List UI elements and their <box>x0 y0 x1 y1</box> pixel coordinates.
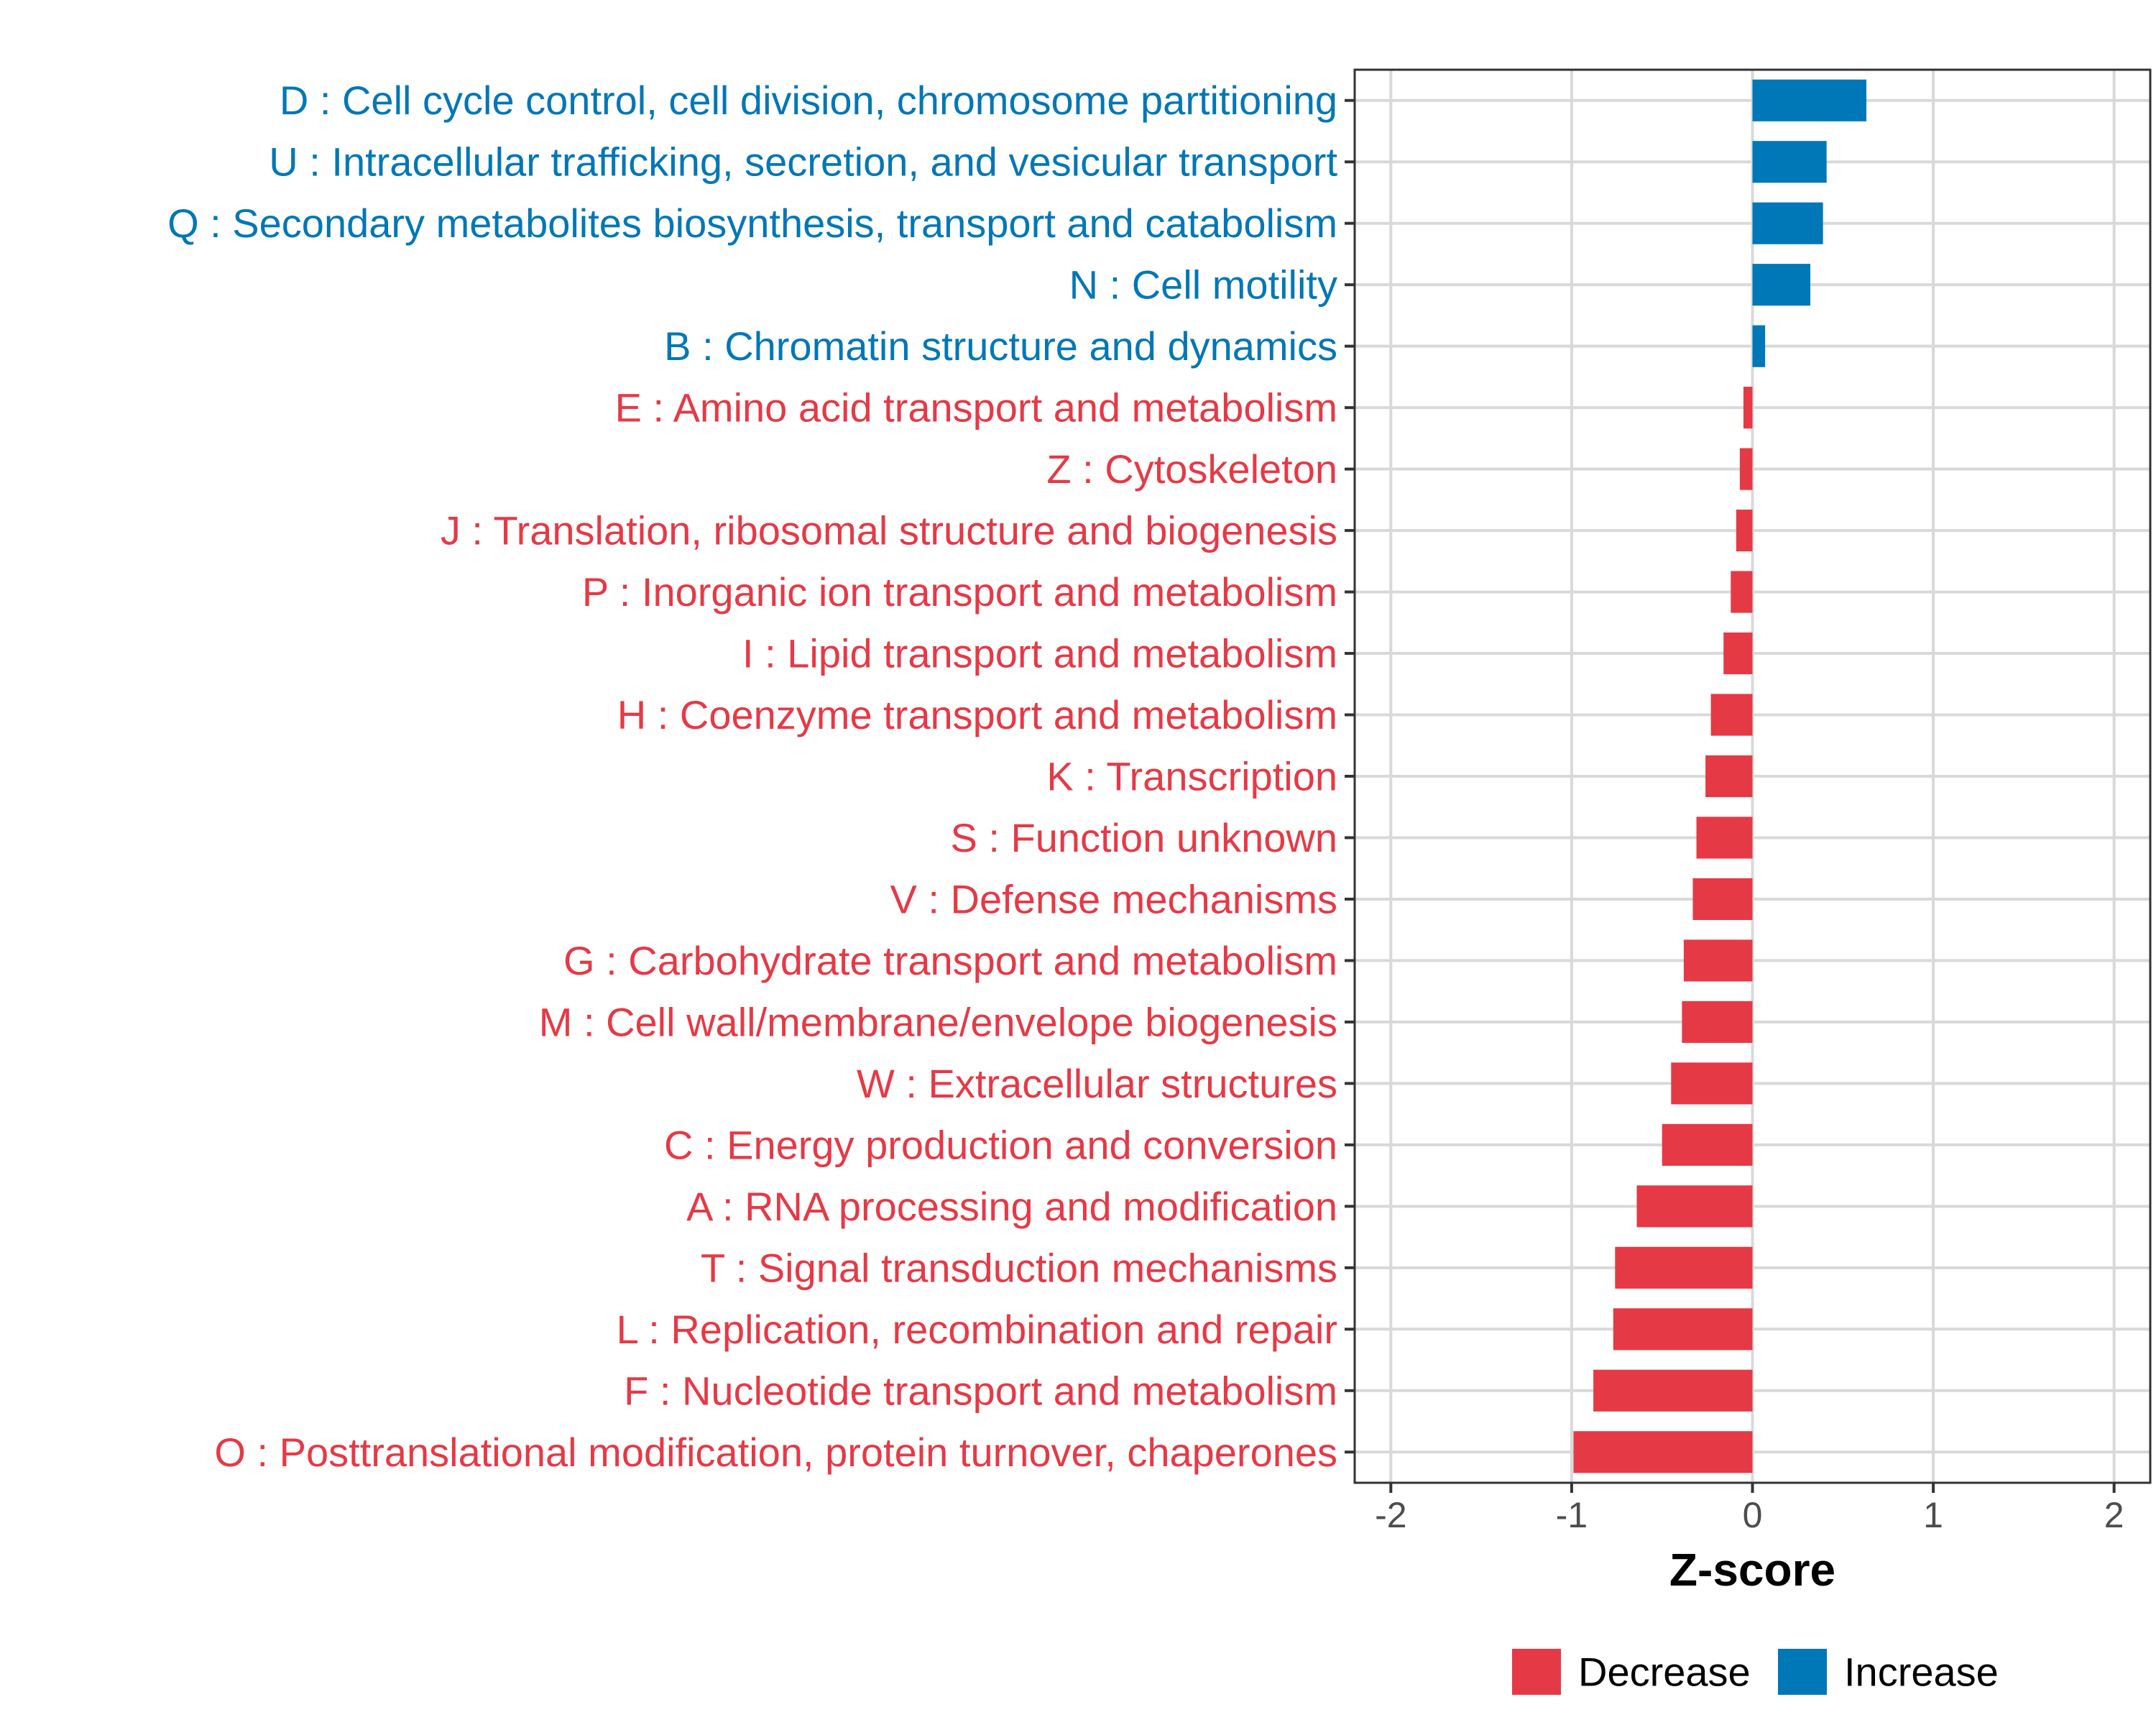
bar <box>1573 1431 1753 1473</box>
bar <box>1752 325 1766 367</box>
category-label: C : Energy production and conversion <box>664 1122 1337 1167</box>
bar <box>1731 571 1753 613</box>
bar <box>1615 1246 1753 1289</box>
category-label: G : Carbohydrate transport and metabolis… <box>563 938 1337 983</box>
category-label: U : Intracellular trafficking, secretion… <box>269 139 1337 185</box>
bar <box>1752 264 1811 306</box>
bar <box>1739 448 1753 490</box>
category-label: W : Extracellular structures <box>857 1061 1337 1106</box>
x-tick-label: -2 <box>1375 1495 1406 1535</box>
bar <box>1593 1369 1753 1412</box>
category-label: P : Inorganic ion transport and metaboli… <box>582 569 1337 615</box>
bar <box>1636 1185 1753 1228</box>
category-label: M : Cell wall/membrane/envelope biogenes… <box>539 999 1337 1044</box>
bar <box>1723 632 1753 675</box>
category-label: S : Function unknown <box>950 815 1337 860</box>
bar <box>1613 1308 1753 1351</box>
y-axis-ticks <box>1345 98 1355 1454</box>
category-label: F : Nucleotide transport and metabolism <box>624 1368 1337 1413</box>
category-label: V : Defense mechanisms <box>890 876 1337 921</box>
bar <box>1682 1000 1753 1043</box>
bar <box>1662 1123 1753 1166</box>
category-label: E : Amino acid transport and metabolism <box>615 385 1337 431</box>
x-axis-title: Z-score <box>1669 1544 1835 1596</box>
bar <box>1671 1062 1753 1105</box>
bar <box>1696 816 1753 859</box>
x-tick-label: 0 <box>1743 1495 1763 1535</box>
legend: Decrease Increase <box>1512 1649 1999 1695</box>
bar <box>1752 202 1823 244</box>
category-label: J : Translation, ribosomal structure and… <box>441 508 1337 553</box>
bar <box>1705 755 1753 798</box>
bar <box>1692 878 1753 921</box>
category-label: K : Transcription <box>1046 754 1337 799</box>
y-axis-category-labels: D : Cell cycle control, cell division, c… <box>167 78 1337 1475</box>
category-label: H : Coenzyme transport and metabolism <box>617 692 1337 737</box>
legend-key-increase <box>1778 1649 1827 1695</box>
category-label: N : Cell motility <box>1069 262 1337 308</box>
category-label: Q : Secondary metabolites biosynthesis, … <box>167 201 1337 246</box>
x-tick-label: -1 <box>1556 1495 1588 1535</box>
category-label: T : Signal transduction mechanisms <box>701 1245 1337 1290</box>
bars <box>1573 79 1867 1473</box>
category-label: L : Replication, recombination and repai… <box>617 1307 1337 1352</box>
x-tick-label: 1 <box>1923 1495 1943 1535</box>
bar <box>1752 79 1867 121</box>
x-tick-label: 2 <box>2104 1495 2124 1535</box>
bar <box>1752 141 1827 183</box>
category-label: B : Chromatin structure and dynamics <box>664 323 1337 369</box>
legend-label-increase: Increase <box>1844 1650 1999 1695</box>
category-label: A : RNA processing and modification <box>686 1184 1337 1229</box>
category-label: Z : Cytoskeleton <box>1046 446 1337 492</box>
legend-label-decrease: Decrease <box>1578 1650 1751 1695</box>
bar <box>1736 510 1753 552</box>
bar <box>1743 387 1753 429</box>
legend-key-decrease <box>1512 1649 1561 1695</box>
category-label: O : Posttranslational modification, prot… <box>214 1430 1337 1475</box>
category-label: I : Lipid transport and metabolism <box>742 631 1337 676</box>
bar <box>1710 694 1753 736</box>
category-label: D : Cell cycle control, cell division, c… <box>280 78 1337 123</box>
x-axis-ticks: -2 -1 0 1 2 <box>1375 1483 2124 1535</box>
bar <box>1683 939 1753 982</box>
